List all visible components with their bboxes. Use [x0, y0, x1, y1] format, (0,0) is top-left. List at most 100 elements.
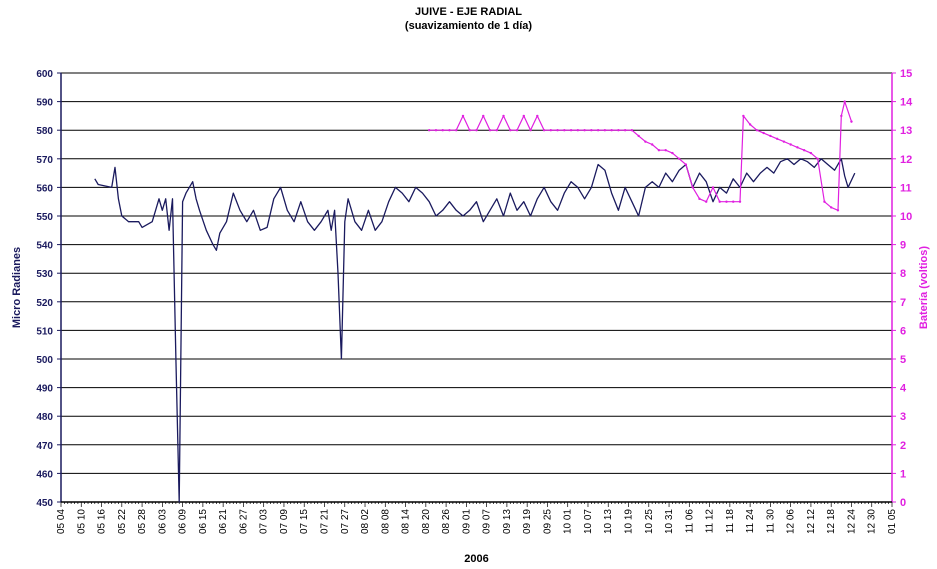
x-tick-label: 10 07 — [583, 509, 594, 534]
y2-tick-label: 10 — [900, 211, 912, 223]
y2-tick-label: 13 — [900, 125, 912, 137]
y2-tick-label: 8 — [900, 268, 906, 280]
battery-point — [691, 186, 694, 189]
battery-point — [563, 129, 566, 132]
battery-point — [782, 140, 786, 143]
y2-axis-label: Batería (voltios) — [918, 246, 930, 329]
y-tick-label: 490 — [36, 384, 53, 395]
x-tick-label: 08 20 — [421, 509, 432, 534]
battery-point — [488, 129, 492, 132]
battery-point — [775, 137, 779, 140]
battery-point — [515, 129, 519, 132]
y-tick-label: 480 — [36, 412, 53, 423]
battery-point — [583, 129, 586, 132]
battery-point — [556, 129, 559, 132]
x-tick-label: 09 25 — [542, 509, 553, 534]
y-tick-label: 560 — [36, 183, 53, 194]
y-tick-label: 520 — [36, 298, 53, 309]
x-tick-label: 08 08 — [380, 509, 391, 534]
x-tick-label: 08 14 — [401, 509, 412, 534]
x-tick-label: 12 30 — [867, 509, 878, 534]
y-tick-label: 530 — [36, 269, 53, 280]
y-tick-label: 510 — [36, 326, 53, 337]
battery-point — [684, 163, 688, 166]
x-tick-label: 11 24 — [745, 509, 756, 534]
x-tick-label: 07 27 — [340, 509, 351, 534]
x-tick-label: 07 03 — [259, 509, 270, 534]
y2-tick-label: 11 — [900, 182, 912, 194]
x-tick-label: 07 15 — [299, 509, 310, 534]
battery-point — [762, 131, 765, 135]
battery-point — [434, 129, 438, 132]
battery-point — [677, 157, 681, 160]
battery-point — [495, 129, 498, 132]
battery-point — [630, 129, 634, 132]
battery-point — [542, 129, 546, 132]
y-tick-label: 450 — [36, 498, 53, 509]
x-tick-label: 05 10 — [76, 509, 87, 534]
x-tick-label: 11 06 — [684, 509, 695, 534]
battery-point — [448, 129, 451, 132]
battery-point — [482, 114, 485, 118]
x-tick-label: 05 28 — [137, 509, 148, 534]
battery-point — [664, 149, 667, 152]
y2-tick-label: 0 — [900, 497, 906, 509]
battery-point — [843, 100, 846, 103]
battery-point — [596, 129, 600, 132]
x-tick-label: 06 15 — [198, 509, 209, 534]
battery-point — [850, 120, 853, 123]
battery-point — [718, 200, 721, 203]
x-tick-label: 06 09 — [178, 509, 189, 534]
battery-point — [455, 129, 458, 132]
x-tick-label: 07 21 — [319, 509, 330, 534]
battery-point — [610, 129, 613, 132]
y2-tick-label: 15 — [900, 68, 912, 80]
y-tick-label: 590 — [36, 98, 53, 109]
battery-point — [769, 134, 772, 138]
battery-point — [809, 151, 813, 155]
x-tick-label: 10 31 — [664, 509, 675, 534]
x-tick-label: 06 21 — [218, 509, 229, 534]
y2-tick-label: 2 — [900, 440, 906, 452]
battery-point — [522, 114, 525, 118]
battery-point — [576, 129, 580, 132]
battery-point — [536, 114, 539, 118]
battery-point — [840, 114, 843, 118]
x-tick-label: 10 01 — [563, 509, 574, 534]
battery-point — [441, 129, 444, 132]
x-tick-label: 08 26 — [441, 509, 452, 534]
battery-point — [509, 129, 512, 132]
x-tick-label: 08 02 — [360, 509, 371, 534]
x-tick-label: 09 07 — [482, 509, 493, 534]
y2-tick-label: 7 — [900, 297, 906, 309]
y2-tick-label: 4 — [900, 383, 907, 395]
battery-point — [475, 129, 478, 132]
battery-point — [738, 200, 742, 203]
y-tick-label: 500 — [36, 355, 53, 366]
y2-tick-label: 12 — [900, 154, 912, 166]
battery-point — [823, 200, 826, 203]
battery-point — [725, 200, 728, 203]
micro-radian-series-line — [94, 158, 856, 503]
y2-tick-label: 6 — [900, 325, 906, 337]
x-axis-label: 2006 — [464, 553, 488, 565]
chart-title: JUIVE - EJE RADIAL — [415, 6, 522, 18]
battery-point — [529, 129, 532, 132]
x-tick-label: 01 05 — [887, 509, 898, 534]
x-tick-label: 09 01 — [461, 509, 472, 534]
x-tick-label: 12 06 — [786, 509, 797, 534]
battery-point — [461, 114, 465, 118]
battery-point — [569, 129, 573, 132]
battery-point — [428, 129, 431, 132]
battery-point — [650, 143, 654, 146]
battery-point — [502, 114, 505, 118]
x-tick-label: 12 18 — [826, 509, 837, 534]
battery-point — [590, 129, 593, 132]
y-tick-label: 460 — [36, 469, 53, 480]
x-tick-label: 05 16 — [97, 509, 108, 534]
x-tick-label: 05 04 — [56, 509, 67, 534]
y2-tick-label: 14 — [900, 97, 913, 109]
y-tick-label: 580 — [36, 126, 53, 137]
